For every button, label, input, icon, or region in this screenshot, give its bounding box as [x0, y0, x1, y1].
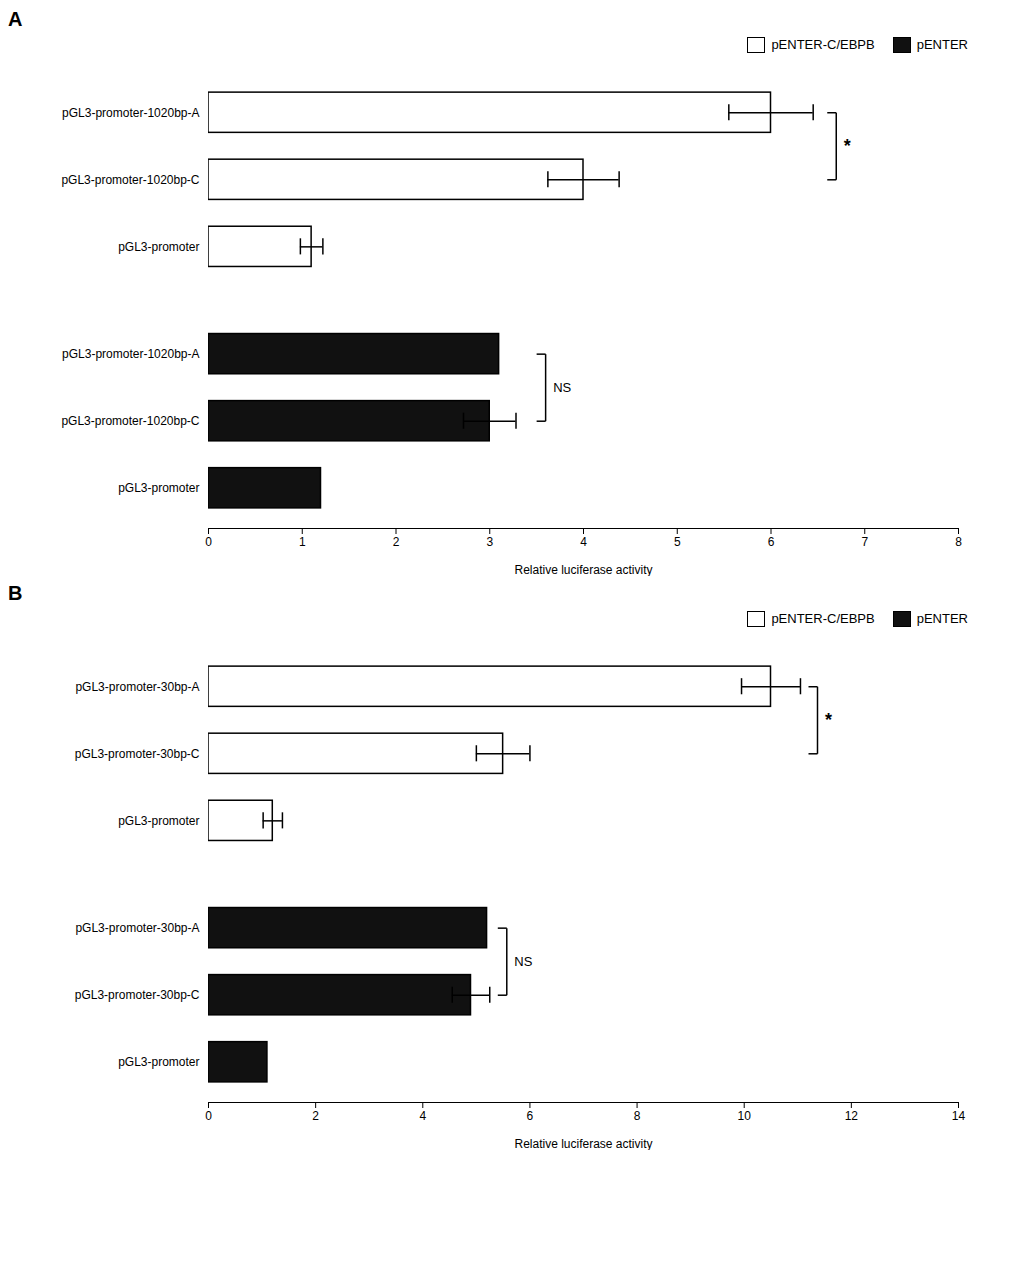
svg-text:5: 5: [674, 535, 681, 549]
html-text:B: B: [8, 582, 23, 604]
svg-text:2: 2: [312, 1109, 319, 1123]
svg-text:NS: NS: [514, 954, 532, 969]
svg-text:pGL3-promoter-30bp-C: pGL3-promoter-30bp-C: [75, 988, 200, 1002]
svg-text:12: 12: [845, 1109, 859, 1123]
svg-text:pGL3-promoter-1020bp-C: pGL3-promoter-1020bp-C: [61, 173, 199, 187]
html-text:A: A: [8, 8, 23, 30]
svg-text:4: 4: [419, 1109, 426, 1123]
svg-text:pGL3-promoter-1020bp-A: pGL3-promoter-1020bp-A: [62, 106, 199, 120]
html-text:pENTER-C/EBPB: pENTER-C/EBPB: [771, 36, 875, 52]
svg-text:pGL3-promoter-1020bp-A: pGL3-promoter-1020bp-A: [62, 347, 199, 361]
svg-text:0: 0: [205, 535, 212, 549]
svg-text:10: 10: [738, 1109, 752, 1123]
svg-text:0: 0: [205, 1109, 212, 1123]
svg-text:Relative luciferase activity: Relative luciferase activity: [514, 563, 652, 577]
svg-text:6: 6: [527, 1109, 534, 1123]
svg-text:8: 8: [634, 1109, 641, 1123]
svg-text:2: 2: [393, 535, 400, 549]
svg-text:NS: NS: [553, 380, 571, 395]
svg-text:pGL3-promoter-30bp-C: pGL3-promoter-30bp-C: [75, 747, 200, 761]
svg-text:pGL3-promoter-1020bp-C: pGL3-promoter-1020bp-C: [61, 414, 199, 428]
svg-text:14: 14: [952, 1109, 966, 1123]
html-text:pENTER: pENTER: [916, 610, 968, 626]
html-text:pENTER-C/EBPB: pENTER-C/EBPB: [771, 610, 875, 626]
svg-text:6: 6: [768, 535, 775, 549]
svg-text:4: 4: [580, 535, 587, 549]
svg-text:pGL3-promoter: pGL3-promoter: [118, 1055, 199, 1069]
svg-text:pGL3-promoter-30bp-A: pGL3-promoter-30bp-A: [75, 921, 199, 935]
svg-text:pGL3-promoter: pGL3-promoter: [118, 240, 199, 254]
svg-text:pGL3-promoter: pGL3-promoter: [118, 814, 199, 828]
svg-text:3: 3: [486, 535, 493, 549]
svg-text:Relative luciferase activity: Relative luciferase activity: [514, 1137, 652, 1151]
svg-text:*: *: [844, 136, 851, 156]
html-text:pENTER: pENTER: [916, 36, 968, 52]
svg-text:pGL3-promoter-30bp-A: pGL3-promoter-30bp-A: [75, 680, 199, 694]
svg-text:8: 8: [955, 535, 962, 549]
svg-text:*: *: [825, 710, 832, 730]
svg-text:7: 7: [861, 535, 868, 549]
svg-text:1: 1: [299, 535, 306, 549]
svg-text:pGL3-promoter: pGL3-promoter: [118, 481, 199, 495]
